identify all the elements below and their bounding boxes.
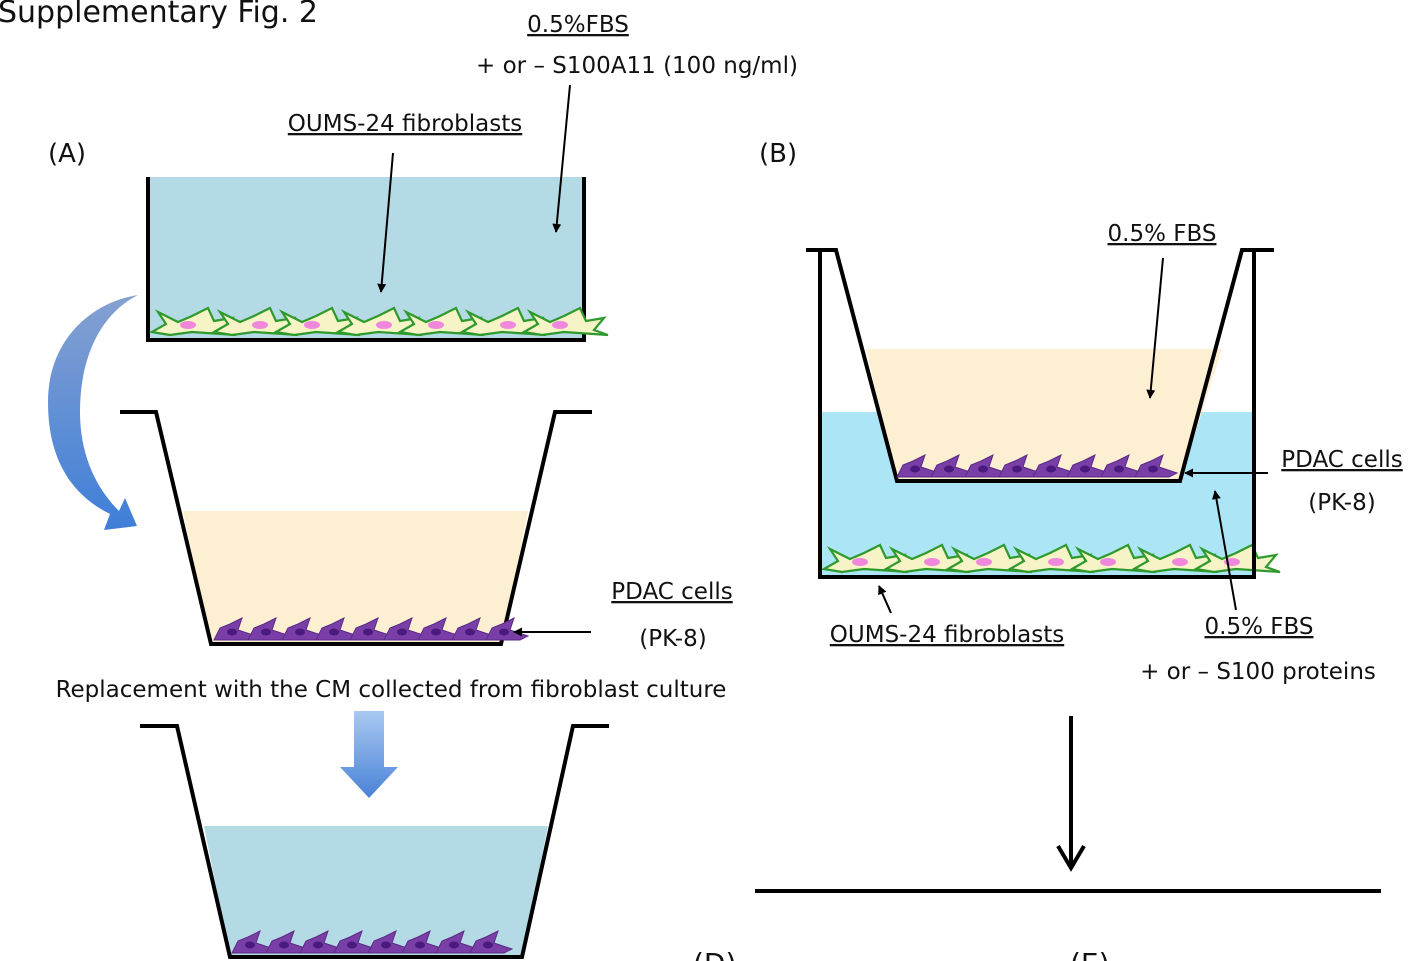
- pdac-nucleus: [245, 941, 255, 949]
- fibroblast-nucleus: [428, 321, 444, 329]
- pdac-nucleus: [1114, 465, 1124, 473]
- panel-a-label: (A): [48, 139, 86, 169]
- result-down-arrow-head: [1056, 844, 1086, 872]
- panel-a-treatment-label: + or – S100A11 (100 ng/ml): [476, 53, 798, 79]
- panel-b-pdac-label: PDAC cells: [1281, 447, 1402, 473]
- fibroblast-pointer-arrow: [377, 152, 394, 293]
- panel-b-lower-medium-label: 0.5% FBS: [1205, 614, 1314, 640]
- pdac-nucleus: [1046, 465, 1056, 473]
- pdac-nucleus: [397, 628, 407, 636]
- pdac-cell: [469, 930, 514, 954]
- panel-b-treatment-label: + or – S100 proteins: [1140, 659, 1376, 685]
- fibroblast-nucleus: [500, 321, 516, 329]
- fibroblast-cell: [1006, 543, 1095, 574]
- panel-e-label: (E): [1070, 947, 1110, 961]
- pdac-culture-well-1: [120, 410, 592, 646]
- fibroblast-nucleus: [304, 321, 320, 329]
- figure-title: Supplementary Fig. 2: [0, 0, 318, 30]
- panel-b-upper-medium-label: 0.5% FBS: [1108, 221, 1217, 247]
- transfer-down-arrow: [340, 711, 398, 798]
- panel-b-fibroblast-label: OUMS-24 fibroblasts: [830, 622, 1064, 648]
- pdac-nucleus: [944, 465, 954, 473]
- pdac-nucleus: [381, 941, 391, 949]
- lower-medium-pointer-arrow: [1211, 490, 1237, 611]
- pdac-nucleus: [347, 941, 357, 949]
- fibroblast-nucleus: [1048, 558, 1064, 566]
- insert-medium: [866, 349, 1222, 481]
- pdac-nucleus: [483, 941, 493, 949]
- panel-a-pdac-line-label: (PK-8): [639, 626, 706, 652]
- pdac-cell-layer-insert: [896, 454, 1179, 478]
- fibroblast-cell: [944, 543, 1033, 574]
- transfer-curved-arrow: [48, 262, 138, 530]
- fibroblast-nucleus: [552, 321, 568, 329]
- fibroblast-nucleus: [1100, 558, 1116, 566]
- pdac-nucleus: [313, 941, 323, 949]
- pdac-nucleus: [1080, 465, 1090, 473]
- fibroblast-nucleus: [180, 321, 196, 329]
- fibroblast-cell: [520, 306, 609, 337]
- pdac-nucleus: [1148, 465, 1158, 473]
- fibroblast-nucleus: [924, 558, 940, 566]
- pdac-cell-layer-1: [213, 617, 530, 641]
- fibroblast-cell: [210, 306, 299, 337]
- panel-b-label: (B): [759, 139, 797, 169]
- fibroblast-cell: [148, 306, 237, 337]
- fibroblast-nucleus: [852, 558, 868, 566]
- fibroblast-cell: [1192, 543, 1281, 574]
- pdac-nucleus: [261, 628, 271, 636]
- fibroblast-cell: [820, 543, 909, 574]
- fibroblast-cell: [334, 306, 423, 337]
- pdac-nucleus: [329, 628, 339, 636]
- pdac-nucleus: [1012, 465, 1022, 473]
- transwell-insert: [806, 248, 1274, 483]
- pdac-nucleus: [465, 628, 475, 636]
- pdac-nucleus: [910, 465, 920, 473]
- fibroblast-cell: [882, 543, 971, 574]
- pdac-nucleus: [978, 465, 988, 473]
- fibroblast-cell: [1068, 543, 1157, 574]
- fibroblast-cell: [458, 306, 547, 337]
- panel-a-pdac-label: PDAC cells: [611, 579, 732, 605]
- fibroblast-cell: [272, 306, 361, 337]
- transwell-outer-well: [818, 250, 1256, 579]
- pdac-cell: [1134, 454, 1179, 478]
- panel-a-fibroblast-label: OUMS-24 fibroblasts: [288, 111, 522, 137]
- fibroblast-nucleus: [976, 558, 992, 566]
- fibroblast-nucleus: [376, 321, 392, 329]
- pdac-nucleus: [363, 628, 373, 636]
- upper-medium-pointer-arrow: [1146, 257, 1164, 399]
- replacement-text: Replacement with the CM collected from f…: [56, 677, 727, 703]
- pdac-nucleus: [431, 628, 441, 636]
- fibroblast-cell: [396, 306, 485, 337]
- panel-b-fibroblast-pointer-arrow: [878, 585, 892, 614]
- fibroblast-layer-bottom: [820, 543, 1281, 574]
- panel-d-label: (D): [693, 947, 736, 961]
- medium-pointer-arrow: [552, 84, 571, 233]
- panel-b-pdac-line-label: (PK-8): [1308, 490, 1375, 516]
- fibroblast-nucleus: [1172, 558, 1188, 566]
- pdac-nucleus: [227, 628, 237, 636]
- fibroblast-cell: [1130, 543, 1219, 574]
- panel-a-medium-label: 0.5%FBS: [527, 12, 629, 38]
- pdac-nucleus: [449, 941, 459, 949]
- pdac-culture-well-2: [140, 724, 609, 959]
- fibroblast-layer: [148, 306, 609, 337]
- pdac-cell-layer-2: [231, 930, 514, 954]
- pdac-nucleus: [499, 628, 509, 636]
- pdac-nucleus: [295, 628, 305, 636]
- pdac-nucleus: [415, 941, 425, 949]
- pdac-nucleus: [279, 941, 289, 949]
- fibroblast-nucleus: [252, 321, 268, 329]
